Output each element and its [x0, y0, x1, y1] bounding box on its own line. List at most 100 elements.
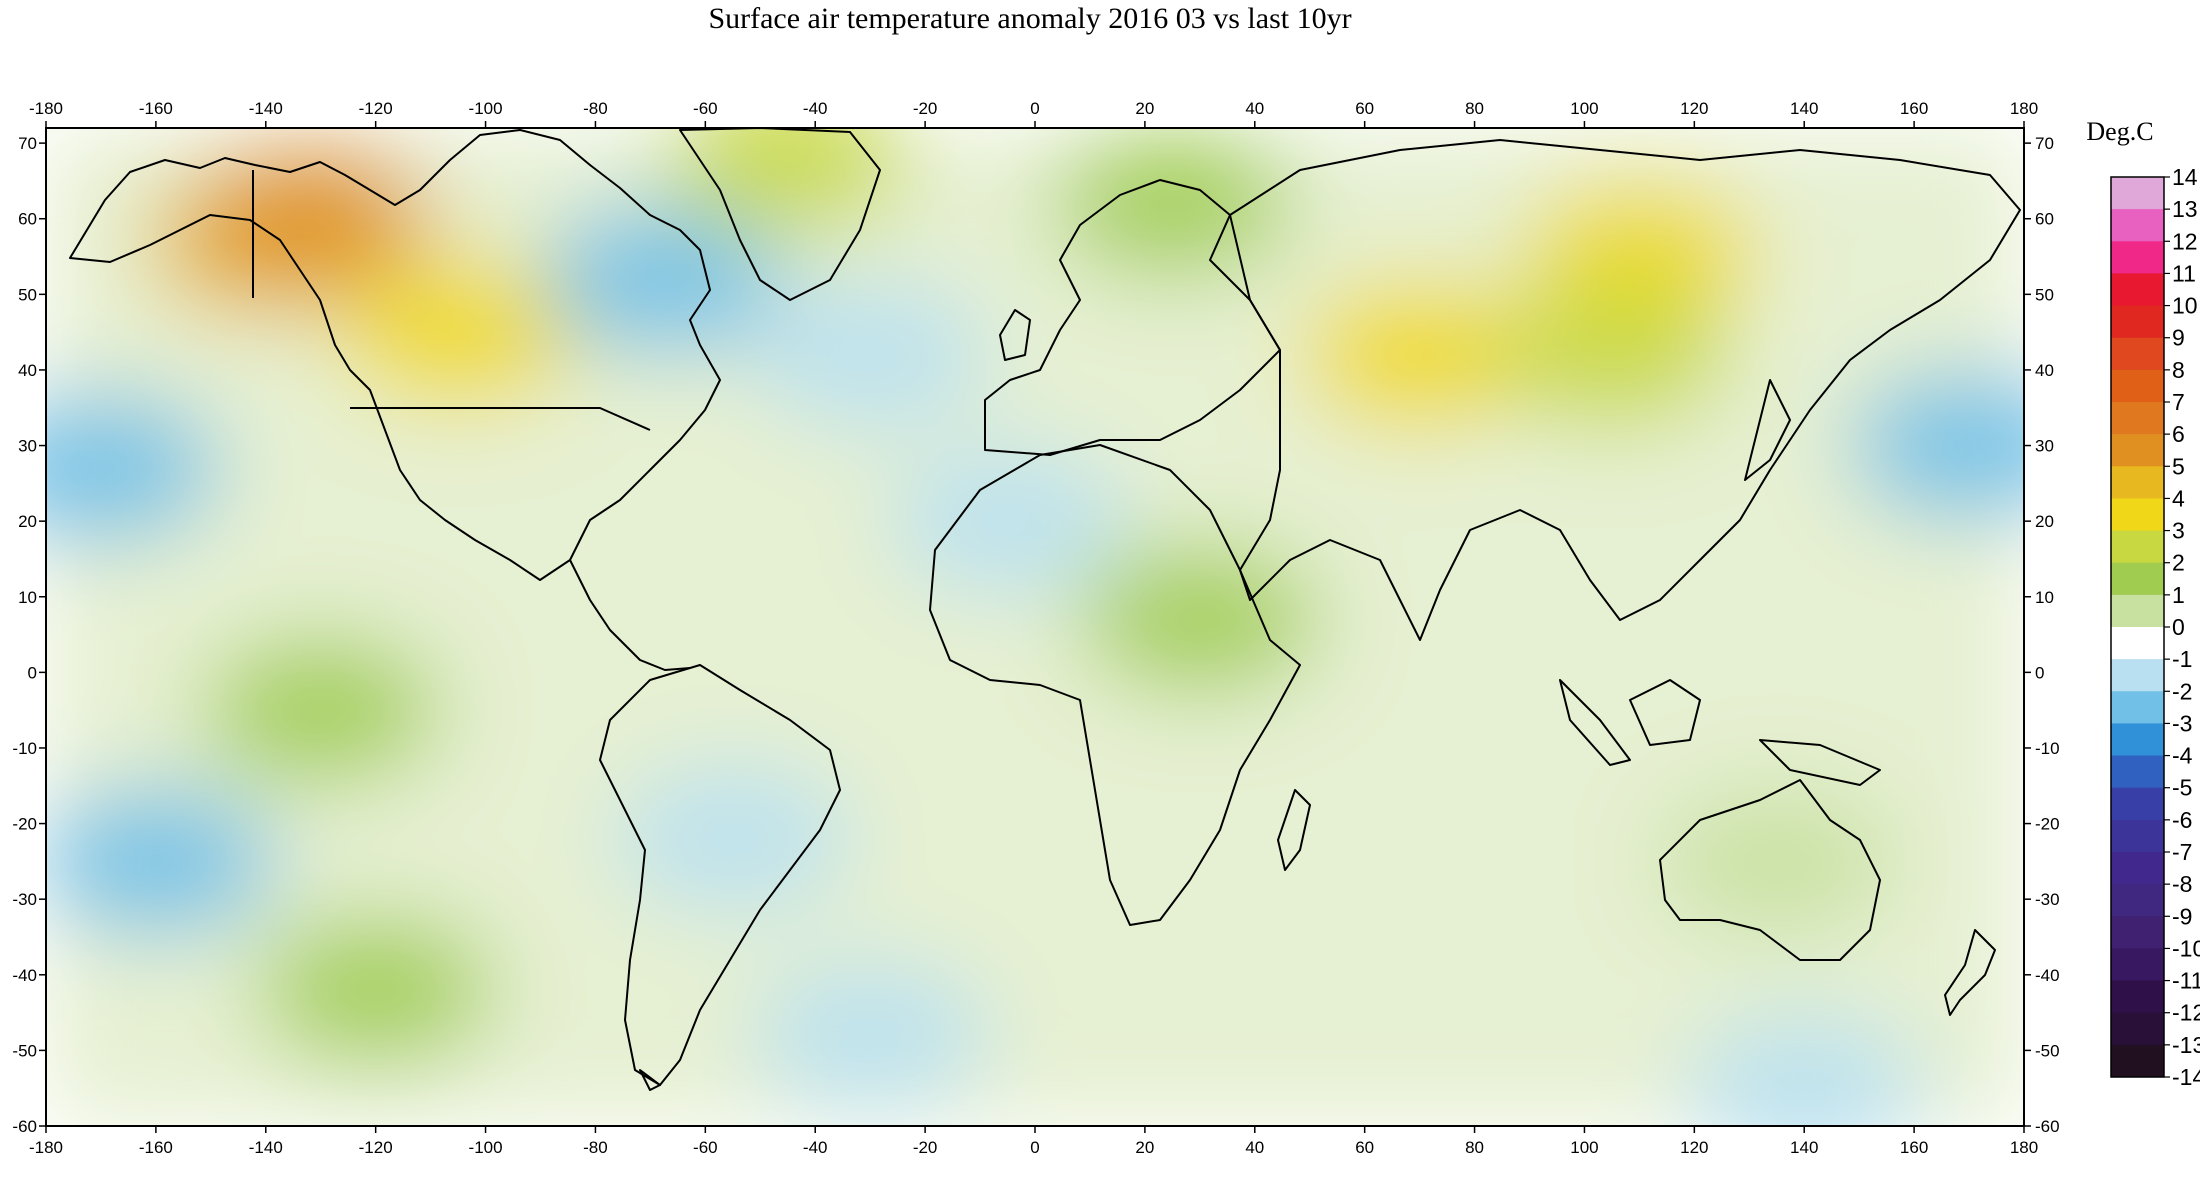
tick-label-bottom: 60 — [1355, 1138, 1374, 1157]
anomaly-north-pacific-east — [1849, 370, 2024, 521]
coastline-north-america — [69, 129, 721, 581]
tick-label-top: -160 — [139, 99, 173, 118]
colorbar-label: -4 — [2172, 743, 2193, 769]
axis-top: -180 -160 -140 -120 -100 -80 -60 -40 -20 0 20 40 60 8… — [29, 99, 2038, 128]
colorbar-title: Deg.C — [2086, 117, 2153, 146]
tick-label-top: 40 — [1245, 99, 1264, 118]
anomaly-south-america-east — [612, 763, 853, 914]
tick-label-right: 60 — [2035, 210, 2054, 229]
tick-label-right: 70 — [2035, 134, 2054, 153]
tick-label-top: 20 — [1135, 99, 1154, 118]
coastline-europe — [984, 179, 1281, 456]
colorbar-label: 10 — [2172, 293, 2198, 319]
colorbar-block — [2111, 787, 2164, 821]
tick-label-top: 180 — [2010, 99, 2038, 118]
tick-label-left: 30 — [18, 437, 37, 456]
coastlines — [69, 128, 2021, 1091]
colorbar-label: -11 — [2172, 968, 2200, 994]
colorbar-labels: 14131211109876543210-1-2-3-4-5-6-7-8-9-1… — [2164, 164, 2200, 1090]
anomaly-north-pacific-west — [46, 393, 221, 544]
colorbar-label: -9 — [2172, 903, 2192, 929]
tick-label-left: -50 — [12, 1041, 37, 1060]
border-canada-usa — [350, 407, 651, 431]
tick-label-bottom: -160 — [139, 1138, 173, 1157]
colorbar-label: 8 — [2172, 357, 2185, 383]
colorbar-label: 4 — [2172, 485, 2185, 511]
tick-label-left: 10 — [18, 588, 37, 607]
anomaly-central-canada — [338, 257, 579, 408]
colorbar-block — [2111, 402, 2164, 435]
tick-label-top: 120 — [1680, 99, 1708, 118]
anomaly-scandinavia — [1052, 128, 1293, 279]
tick-label-top: 80 — [1465, 99, 1484, 118]
colorbar-block — [2111, 177, 2164, 210]
tick-label-left: 0 — [28, 663, 37, 682]
colorbar-block — [2111, 241, 2164, 274]
tick-label-right: 30 — [2035, 437, 2054, 456]
colorbar-label: 9 — [2172, 325, 2185, 351]
coastline-british-isles — [999, 309, 1031, 361]
colorbar-label: -7 — [2172, 839, 2192, 865]
tick-label-right: -50 — [2035, 1041, 2060, 1060]
axis-right: 70 60 50 40 30 20 10 0 -10 -20 -30 -40 -50 -60 — [2024, 134, 2060, 1136]
tick-label-left: 50 — [18, 285, 37, 304]
anomaly-equatorial-pacific — [200, 635, 441, 786]
tick-label-left: -40 — [12, 966, 37, 985]
colorbar-label: -2 — [2172, 678, 2192, 704]
tick-label-bottom: -60 — [693, 1138, 718, 1157]
tick-label-right: -40 — [2035, 966, 2060, 985]
colorbar-block — [2111, 723, 2164, 757]
tick-label-bottom: 140 — [1790, 1138, 1818, 1157]
anomaly-field — [46, 128, 2024, 1126]
coastline-new-guinea — [1759, 739, 1881, 786]
anomaly-eastern-canada-labrador — [541, 204, 782, 355]
tick-label-bottom: 120 — [1680, 1138, 1708, 1157]
colorbar-block — [2111, 659, 2164, 692]
anomaly-mongolia — [1491, 279, 1732, 430]
tick-label-left: -60 — [12, 1117, 37, 1136]
coastline-south-america — [599, 664, 841, 1086]
colorbar-block — [2111, 948, 2164, 982]
tick-label-left: 20 — [18, 512, 37, 531]
colorbar-label: 2 — [2172, 550, 2185, 576]
anomaly-kazakhstan — [1299, 279, 1540, 430]
colorbar-block — [2111, 209, 2164, 242]
tick-label-right: 50 — [2035, 285, 2054, 304]
coastline-new-zealand — [1944, 929, 1996, 1016]
colorbar-block — [2111, 852, 2164, 885]
colorbar-block — [2111, 594, 2164, 628]
colorbar-block — [2111, 466, 2164, 499]
anomaly-iberia-north-africa — [887, 446, 1128, 597]
tick-label-left: -20 — [12, 815, 37, 834]
colorbar-block — [2111, 916, 2164, 949]
colorbar-label: 14 — [2172, 164, 2198, 190]
colorbar-label: 11 — [2172, 260, 2196, 286]
axis-left: 70 60 50 40 30 20 10 0 -10 -20 -30 -40 -50 -60 — [12, 134, 46, 1136]
tick-label-right: 20 — [2035, 512, 2054, 531]
tick-label-bottom: -20 — [913, 1138, 938, 1157]
colorbar-label: -5 — [2172, 775, 2192, 801]
colorbar-block — [2111, 627, 2164, 660]
tick-label-bottom: 80 — [1465, 1138, 1484, 1157]
anomaly-south-pacific-gyre — [255, 914, 496, 1065]
colorbar-block — [2111, 884, 2164, 917]
coastline-tierra-del-fuego — [639, 1069, 661, 1091]
colorbar-block — [2111, 691, 2164, 724]
anomaly-australia — [1656, 786, 1897, 937]
anomaly-north-atlantic — [750, 279, 991, 430]
colorbar-block — [2111, 498, 2164, 532]
tick-label-left: -10 — [12, 739, 37, 758]
colorbar-label: 12 — [2172, 228, 2198, 254]
colorbar-blocks — [2110, 176, 2165, 1078]
tick-label-left: 70 — [18, 134, 37, 153]
tick-label-top: 160 — [1900, 99, 1928, 118]
coastline-africa — [929, 444, 1301, 926]
tick-label-bottom: -80 — [583, 1138, 608, 1157]
colorbar-block — [2111, 337, 2164, 371]
colorbar-block — [2111, 562, 2164, 596]
colorbar-label: 6 — [2172, 421, 2185, 447]
tick-label-left: 60 — [18, 210, 37, 229]
colorbar-label: 3 — [2172, 518, 2185, 544]
anomaly-southern-ocean-atlantic — [750, 960, 991, 1111]
tick-label-top: 0 — [1030, 99, 1039, 118]
